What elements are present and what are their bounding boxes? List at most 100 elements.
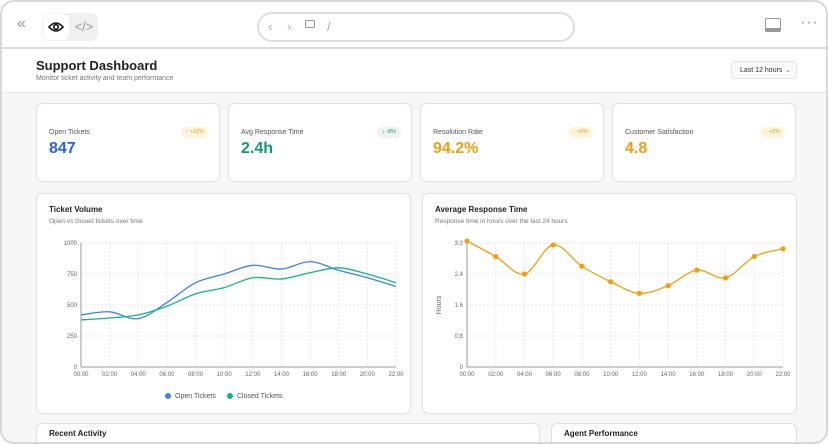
x-tick-label: 16:00 (689, 372, 705, 378)
forward-icon[interactable]: › (287, 19, 292, 34)
section-title: Recent Activity (49, 429, 107, 438)
more-icon[interactable]: ··· (800, 14, 819, 31)
browser-toolbar: « </> ‹ › / ··· (2, 2, 826, 49)
time-range-value: Last 12 hours (740, 67, 783, 74)
chart-subtitle: Response time in hours over the last 24 … (435, 218, 568, 225)
data-point (636, 290, 642, 296)
data-point (780, 246, 786, 252)
y-tick-label: 750 (67, 272, 78, 278)
legend-dot (227, 393, 233, 399)
panel-icon[interactable] (765, 18, 781, 32)
code-icon[interactable]: </> (74, 19, 94, 34)
back-icon[interactable]: ‹ (268, 19, 273, 34)
series-line-0 (80, 260, 397, 320)
x-tick-label: 14:00 (661, 372, 677, 378)
y-axis-label: Hours (436, 295, 443, 314)
x-tick-label: 08:00 (188, 372, 204, 378)
x-tick-label: 22:00 (775, 372, 791, 378)
kpi-card: Avg Response Time 2.4h ↓ -8% (228, 103, 412, 182)
y-tick-label: 500 (67, 303, 78, 309)
chart-title: Ticket Volume (49, 205, 103, 214)
data-point (722, 275, 729, 281)
y-tick-label: 2.4 (455, 272, 464, 278)
legend-open[interactable]: Open Tickets (165, 393, 216, 400)
data-point (608, 279, 614, 285)
x-tick-label: 02:00 (488, 372, 504, 378)
section-title: Agent Performance (564, 429, 638, 438)
data-point (464, 238, 470, 244)
url-bar[interactable]: ‹ › / (257, 12, 575, 42)
series-line-1 (80, 267, 397, 321)
data-point (751, 253, 757, 260)
x-tick-label: 20:00 (747, 372, 763, 378)
x-tick-label: 16:00 (303, 372, 319, 378)
kpi-card: Resolution Rate 94.2% ↑ +5% (420, 103, 604, 182)
kpi-card: Open Tickets 847 ↑ +12% (36, 103, 220, 182)
y-tick-label: 250 (67, 334, 78, 340)
data-point (579, 263, 585, 269)
url-text: / (327, 19, 331, 34)
legend-closed[interactable]: Closed Tickets (227, 393, 283, 400)
x-tick-label: 04:00 (131, 372, 147, 378)
change-badge: ↓ -8% (376, 127, 401, 138)
agent-performance-card: Agent Performance (551, 423, 797, 442)
response-time-chart: 0 0.8 1.6 2.4 3.2 00:00 02:00 04:00 06:00 08:00 10… (436, 238, 791, 378)
ticket-volume-chart: 0 250 500 750 1000 00:00 02:00 04:00 06:00 08:00 1… (64, 241, 405, 378)
response-time-card: Average Response Time Response time in h… (422, 193, 797, 414)
x-tick-label: 12:00 (245, 372, 261, 378)
x-tick-label: 10:00 (603, 372, 619, 378)
x-tick-label: 04:00 (517, 372, 533, 378)
x-tick-label: 12:00 (632, 372, 648, 378)
page-header: Support Dashboard Monitor ticket activit… (2, 49, 826, 93)
kpi-label: Resolution Rate (433, 129, 483, 136)
kpi-value: 847 (49, 140, 76, 157)
y-tick-label: 0 (74, 365, 78, 371)
view-toggle: </> (42, 13, 98, 41)
x-tick-label: 20:00 (360, 372, 376, 378)
data-point (665, 283, 671, 289)
kpi-label: Customer Satisfaction (625, 129, 694, 136)
time-range-select[interactable]: Last 12 hours ⌄ (731, 61, 797, 79)
data-point (493, 253, 499, 260)
x-tick-label: 18:00 (331, 372, 347, 378)
x-tick-label: 06:00 (546, 372, 562, 378)
chevron-down-icon: ⌄ (785, 67, 791, 74)
x-tick-label: 02:00 (102, 372, 118, 378)
page-subtitle: Monitor ticket activity and team perform… (36, 75, 174, 82)
data-point (521, 271, 528, 277)
change-badge: ↑ +12% (180, 127, 209, 138)
x-tick-label: 14:00 (274, 372, 290, 378)
kpi-label: Open Tickets (49, 129, 90, 136)
monitor-icon (305, 20, 315, 28)
kpi-value: 4.8 (625, 140, 648, 157)
y-tick-label: 0.8 (455, 334, 464, 340)
page-title: Support Dashboard (36, 58, 158, 73)
recent-activity-card: Recent Activity (36, 423, 540, 442)
data-point (550, 242, 556, 248)
chart-subtitle: Open vs closed tickets over time (49, 218, 143, 225)
y-tick-label: 0 (460, 365, 464, 371)
y-tick-label: 3.2 (455, 241, 464, 247)
x-tick-label: 00:00 (73, 372, 89, 378)
x-tick-label: 10:00 (217, 372, 233, 378)
series-line-0 (466, 240, 784, 295)
x-tick-label: 22:00 (388, 372, 404, 378)
x-tick-label: 06:00 (159, 372, 175, 378)
kpi-value: 2.4h (241, 140, 274, 157)
y-tick-label: 1000 (64, 241, 78, 247)
collapse-icon[interactable]: « (17, 15, 26, 32)
eye-icon[interactable] (43, 14, 69, 40)
kpi-value: 94.2% (433, 140, 479, 157)
kpi-label: Avg Response Time (241, 129, 304, 136)
chart-title: Average Response Time (435, 205, 528, 214)
y-tick-label: 1.6 (455, 303, 464, 309)
legend-label: Closed Tickets (237, 393, 283, 400)
ticket-volume-card: Ticket Volume Open vs closed tickets ove… (36, 193, 411, 414)
x-tick-label: 08:00 (574, 372, 590, 378)
legend-dot (165, 393, 171, 399)
x-tick-label: 18:00 (718, 372, 734, 378)
data-point (694, 267, 700, 273)
change-badge: ↑ +2% (759, 127, 785, 138)
x-tick-label: 00:00 (459, 372, 475, 378)
